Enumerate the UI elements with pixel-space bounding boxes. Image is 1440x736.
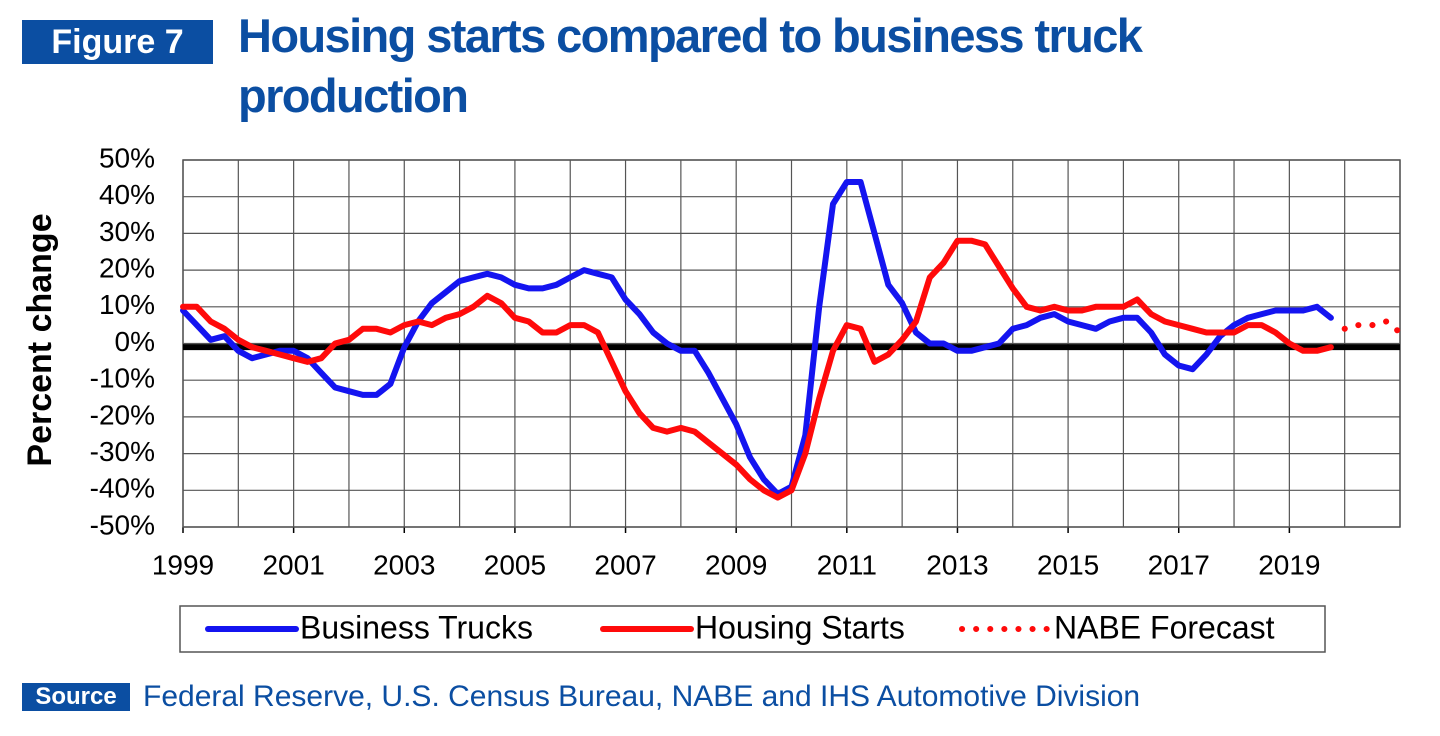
y-tick-label: 0%	[115, 326, 155, 357]
x-tick-label: 2019	[1258, 549, 1320, 580]
y-tick-label: 10%	[99, 289, 155, 320]
x-tick-label: 2011	[817, 549, 877, 580]
x-tick-label: 2009	[705, 549, 767, 580]
y-tick-label: -20%	[90, 399, 155, 430]
plot-frame	[182, 159, 1401, 528]
x-tick-label: 2003	[373, 549, 435, 580]
x-tick-label: 2005	[484, 549, 546, 580]
legend-label: NABE Forecast	[1054, 609, 1275, 645]
data-line	[180, 237, 1334, 501]
y-tick-label: -40%	[90, 473, 155, 504]
x-tick-label: 2017	[1148, 549, 1210, 580]
legend-label: Housing Starts	[695, 609, 905, 645]
y-axis-label: Percent change	[21, 213, 59, 466]
x-tick-label: 2001	[262, 549, 324, 580]
x-tick-label: 1999	[152, 549, 214, 580]
x-tick-label: 2015	[1037, 549, 1099, 580]
y-tick-label: -50%	[90, 509, 155, 540]
y-tick-label: 50%	[99, 142, 155, 173]
legend-label: Business Trucks	[300, 609, 533, 645]
y-tick-label: 30%	[99, 216, 155, 247]
data-line	[180, 179, 1334, 497]
source-badge: Source	[22, 683, 130, 711]
legend-box	[179, 605, 1326, 653]
y-tick-label: -30%	[90, 436, 155, 467]
y-tick-label: 40%	[99, 179, 155, 210]
y-tick-label: 20%	[99, 252, 155, 283]
chart-title: Housing starts compared to business truc…	[238, 9, 1143, 122]
source-text: Federal Reserve, U.S. Census Bureau, NAB…	[143, 680, 1141, 713]
data-line	[1341, 318, 1403, 336]
x-tick-label: 2007	[594, 549, 656, 580]
x-tick-label: 2013	[926, 549, 988, 580]
y-tick-label: -10%	[90, 363, 155, 394]
figure-badge: Figure 7	[22, 20, 213, 64]
